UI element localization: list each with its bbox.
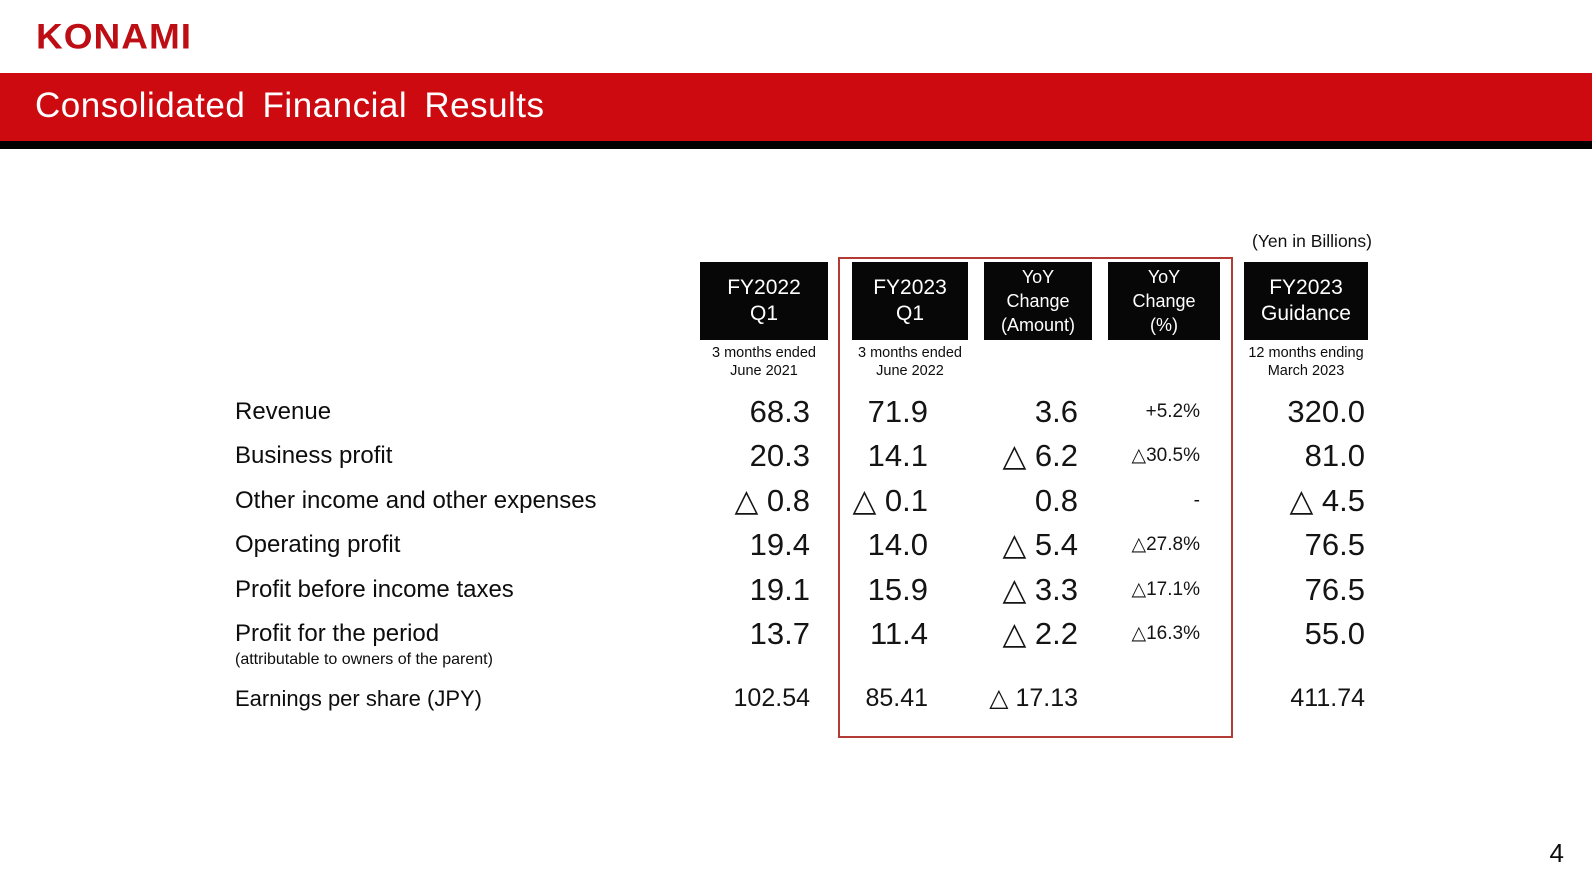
- row-label: Business profit: [235, 442, 393, 469]
- highlight-outline: [838, 257, 1233, 738]
- cell-yoy-change-amount: △ 2.2: [1002, 616, 1078, 651]
- slide-title: Consolidated Financial Results: [35, 86, 545, 125]
- cell-fy2023-guidance: 411.74: [1290, 684, 1365, 712]
- cell-fy2023-guidance: 81.0: [1304, 438, 1365, 473]
- cell-fy2022-q1: 13.7: [749, 616, 810, 651]
- page-number: 4: [1549, 838, 1564, 868]
- cell-yoy-change-amount: △ 6.2: [1002, 438, 1078, 473]
- table-row: Business profit 20.3 14.1 △ 6.2 △30.5% 81.0: [0, 433, 1592, 478]
- column-header-yoy-change-amount: YoY Change (Amount): [984, 262, 1092, 340]
- cell-yoy-change-percent: -: [1193, 490, 1200, 511]
- column-header-fy2023-guidance: FY2023 Guidance: [1244, 262, 1368, 340]
- cell-fy2023-q1: 71.9: [867, 394, 928, 429]
- cell-fy2022-q1: 102.54: [733, 684, 810, 712]
- table-row: Profit before income taxes 19.1 15.9 △ 3.3 △…: [0, 567, 1592, 612]
- cell-yoy-change-amount: 3.6: [1034, 394, 1078, 429]
- cell-fy2022-q1: 19.1: [749, 572, 810, 607]
- cell-fy2022-q1: 20.3: [749, 438, 810, 473]
- column-header-fy2023-q1: FY2023 Q1: [852, 262, 968, 340]
- cell-fy2023-guidance: 320.0: [1287, 394, 1365, 429]
- cell-fy2023-q1: △ 0.1: [852, 483, 928, 518]
- row-label: Profit for the period: [235, 620, 440, 647]
- column-period-note-fy2023-q1: 3 months ended June 2022: [858, 345, 962, 379]
- cell-yoy-change-amount: △ 3.3: [1002, 572, 1078, 607]
- column-period-note-fy2023-guidance: 12 months ending March 2023: [1248, 345, 1364, 379]
- row-sublabel: (attributable to owners of the parent): [235, 651, 493, 668]
- cell-fy2023-guidance: 55.0: [1304, 616, 1365, 651]
- row-label: Other income and other expenses: [235, 487, 597, 514]
- cell-yoy-change-amount: △ 17.13: [989, 684, 1078, 712]
- title-divider: [0, 141, 1592, 149]
- table-row: Operating profit 19.4 14.0 △ 5.4 △27.8% 76.5: [0, 522, 1592, 567]
- cell-fy2022-q1: 19.4: [749, 527, 810, 562]
- table-row: Earnings per share (JPY) 102.54 85.41 △ 17.…: [0, 676, 1592, 721]
- cell-yoy-change-amount: △ 5.4: [1002, 527, 1078, 562]
- cell-fy2023-guidance: △ 4.5: [1289, 483, 1365, 518]
- row-label: Profit before income taxes: [235, 576, 514, 603]
- row-label: Operating profit: [235, 531, 401, 558]
- cell-yoy-change-percent: △30.5%: [1131, 445, 1201, 466]
- cell-fy2023-q1: 11.4: [869, 616, 928, 651]
- cell-yoy-change-percent: △17.1%: [1131, 579, 1201, 600]
- cell-yoy-change-percent: △27.8%: [1131, 534, 1201, 555]
- cell-fy2023-guidance: 76.5: [1304, 527, 1365, 562]
- units-note: (Yen in Billions): [1252, 231, 1372, 251]
- title-banner: Consolidated Financial Results: [0, 73, 1592, 141]
- cell-yoy-change-amount: 0.8: [1034, 483, 1078, 518]
- cell-fy2023-q1: 15.9: [867, 572, 928, 607]
- row-label: Revenue: [235, 398, 332, 425]
- konami-logo: KONAMI: [36, 16, 193, 57]
- cell-fy2022-q1: △ 0.8: [734, 483, 810, 518]
- table-row: Other income and other expenses △ 0.8 △ 0.…: [0, 478, 1592, 523]
- table-row: Revenue 68.3 71.9 3.6 +5.2% 320.0: [0, 389, 1592, 434]
- row-label: Earnings per share (JPY): [235, 686, 482, 711]
- cell-yoy-change-percent: △16.3%: [1131, 623, 1201, 644]
- cell-fy2023-guidance: 76.5: [1304, 572, 1365, 607]
- cell-fy2023-q1: 85.41: [865, 684, 928, 712]
- cell-fy2022-q1: 68.3: [749, 394, 810, 429]
- column-header-yoy-change-percent: YoY Change (%): [1108, 262, 1220, 340]
- column-header-fy2022-q1: FY2022 Q1: [700, 262, 828, 340]
- column-period-note-fy2022-q1: 3 months ended June 2021: [712, 345, 816, 379]
- cell-yoy-change-percent: +5.2%: [1145, 401, 1200, 422]
- cell-fy2023-q1: 14.1: [867, 438, 928, 473]
- table-row: Profit for the period (attributable to ow…: [0, 611, 1592, 668]
- cell-fy2023-q1: 14.0: [867, 527, 928, 562]
